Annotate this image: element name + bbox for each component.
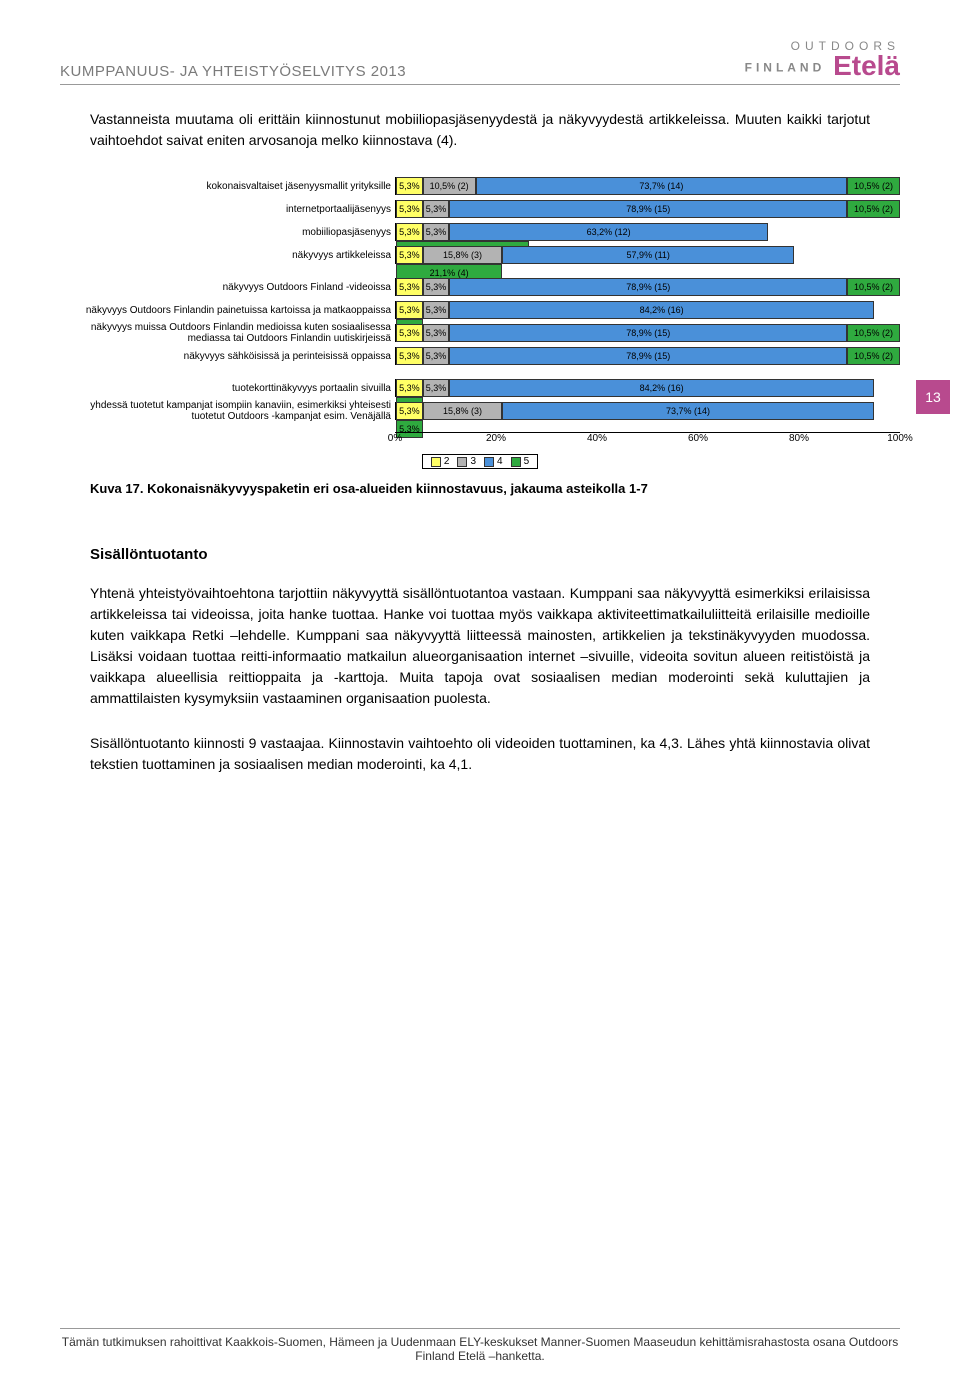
chart-row: näkyvyys muissa Outdoors Finlandin medio… [60, 322, 900, 344]
logo-brand: Etelä [833, 50, 900, 81]
chart-row: näkyvyys Outdoors Finlandin painetuissa … [60, 299, 900, 321]
bar-segment: 5,3% [423, 223, 450, 241]
chart-bar-area: 5,3%15,8% (3)73,7% (14)5,3% [395, 402, 900, 420]
bar-segment: 5,3% [396, 347, 423, 365]
chart-row-label: näkyvyys muissa Outdoors Finlandin medio… [60, 322, 395, 344]
bar-segment: 5,3% [396, 278, 423, 296]
bar-segment: 57,9% (11) [502, 246, 794, 264]
bar-segment: 78,9% (15) [449, 347, 847, 365]
stacked-bar-chart: kokonaisvaltaiset jäsenyysmallit yrityks… [60, 175, 900, 422]
bar-segment: 5,3% [396, 379, 423, 397]
section-heading: Sisällöntuotanto [90, 546, 870, 563]
legend-swatch [431, 457, 441, 467]
bar-segment: 5,3% [423, 347, 450, 365]
bar-segment: 73,7% (14) [502, 402, 873, 420]
bar-segment: 10,5% (2) [847, 324, 900, 342]
chart-row-label: näkyvyys sähköisissä ja perinteisissä op… [60, 351, 395, 362]
logo-text-mid: FINLAND [745, 61, 826, 75]
bar-segment: 10,5% (2) [847, 177, 900, 195]
bar-segment: 84,2% (16) [449, 301, 873, 319]
chart-row: tuotekorttinäkyvyys portaalin sivuilla5,… [60, 377, 900, 399]
doc-title: KUMPPANUUS- JA YHTEISTYÖSELVITYS 2013 [60, 63, 406, 80]
chart-row: internetportaalijäsenyys5,3%5,3%78,9% (1… [60, 198, 900, 220]
chart-bar-area: 5,3%15,8% (3)57,9% (11)21,1% (4) [395, 246, 900, 264]
bar-segment: 5,3% [396, 200, 423, 218]
axis-tick: 0% [388, 433, 402, 444]
chart-row-label: tuotekorttinäkyvyys portaalin sivuilla [60, 383, 395, 394]
chart-row [60, 368, 900, 376]
bar-segment: 5,3% [423, 324, 450, 342]
legend-swatch [457, 457, 467, 467]
legend-label: 2 [444, 456, 450, 467]
bar-segment: 78,9% (15) [449, 324, 847, 342]
chart-row: näkyvyys artikkeleissa5,3%15,8% (3)57,9%… [60, 244, 900, 266]
body-paragraph-1: Yhtenä yhteistyövaihtoehtona tarjottiin … [90, 583, 870, 709]
bar-segment: 5,3% [423, 278, 450, 296]
legend-item: 3 [457, 456, 476, 467]
page-header: KUMPPANUUS- JA YHTEISTYÖSELVITYS 2013 OU… [60, 40, 900, 85]
chart-row-label: mobiiliopasjäsenyys [60, 227, 395, 238]
axis-tick: 60% [688, 433, 708, 444]
body-paragraph-2: Sisällöntuotanto kiinnosti 9 vastaajaa. … [90, 733, 870, 775]
bar-segment: 15,8% (3) [423, 402, 503, 420]
bar-segment: 5,3% [396, 301, 423, 319]
chart-row: mobiiliopasjäsenyys5,3%5,3%63,2% (12)26,… [60, 221, 900, 243]
bar-segment: 15,8% (3) [423, 246, 503, 264]
intro-paragraph: Vastanneista muutama oli erittäin kiinno… [90, 109, 870, 151]
legend-label: 3 [470, 456, 476, 467]
bar-segment: 5,3% [396, 223, 423, 241]
bar-segment: 10,5% (2) [847, 200, 900, 218]
bar-segment: 10,5% (2) [847, 347, 900, 365]
page-footer: Tämän tutkimuksen rahoittivat Kaakkois-S… [60, 1328, 900, 1363]
bar-segment: 5,3% [423, 379, 450, 397]
axis-tick: 80% [789, 433, 809, 444]
chart-row-label: näkyvyys artikkeleissa [60, 250, 395, 261]
chart-legend: 2 3 4 5 [60, 452, 900, 471]
bar-segment: 5,3% [396, 177, 423, 195]
chart-row-label: internetportaalijäsenyys [60, 204, 395, 215]
chart-bar-area: 5,3%5,3%78,9% (15)10,5% (2) [395, 278, 900, 296]
chart-bar-area: 5,3%5,3%63,2% (12)26,3% (5) [395, 223, 900, 241]
chart-bar-area: 5,3%10,5% (2)73,7% (14)10,5% (2) [395, 177, 900, 195]
bar-segment: 5,3% [423, 301, 450, 319]
bar-segment: 63,2% (12) [449, 223, 768, 241]
axis-tick: 100% [887, 433, 913, 444]
bar-segment: 5,3% [396, 324, 423, 342]
chart-row-label: näkyvyys Outdoors Finlandin painetuissa … [60, 305, 395, 316]
legend-label: 5 [524, 456, 530, 467]
chart-row: näkyvyys sähköisissä ja perinteisissä op… [60, 345, 900, 367]
bar-segment: 5,3% [396, 246, 423, 264]
legend-item: 2 [431, 456, 450, 467]
chart-bar-area: 5,3%5,3%84,2% (16)5,3% [395, 379, 900, 397]
legend-label: 4 [497, 456, 503, 467]
bar-segment: 5,3% [396, 402, 423, 420]
axis-tick: 20% [486, 433, 506, 444]
chart-row-label: näkyvyys Outdoors Finland -videoissa [60, 282, 395, 293]
bar-segment: 5,3% [423, 200, 450, 218]
axis-tick: 40% [587, 433, 607, 444]
legend-swatch [484, 457, 494, 467]
bar-segment: 73,7% (14) [476, 177, 847, 195]
bar-segment: 78,9% (15) [449, 278, 847, 296]
chart-bar-area: 5,3%5,3%78,9% (15)10,5% (2) [395, 200, 900, 218]
bar-segment: 10,5% (2) [847, 278, 900, 296]
chart-row-label: yhdessä tuotetut kampanjat isompiin kana… [60, 400, 395, 422]
legend-item: 5 [511, 456, 530, 467]
chart-row: yhdessä tuotetut kampanjat isompiin kana… [60, 400, 900, 422]
logo: OUTDOORS FINLAND Etelä [745, 40, 900, 80]
bar-segment: 10,5% (2) [423, 177, 476, 195]
legend-swatch [511, 457, 521, 467]
bar-segment: 78,9% (15) [449, 200, 847, 218]
chart-caption: Kuva 17. Kokonaisnäkyvyyspaketin eri osa… [90, 481, 870, 496]
chart-row: kokonaisvaltaiset jäsenyysmallit yrityks… [60, 175, 900, 197]
page-number-badge: 13 [916, 380, 950, 414]
chart-bar-area: 5,3%5,3%78,9% (15)10,5% (2) [395, 324, 900, 342]
chart-bar-area: 5,3%5,3%84,2% (16)5,3% [395, 301, 900, 319]
legend-item: 4 [484, 456, 503, 467]
chart-row: näkyvyys Outdoors Finland -videoissa5,3%… [60, 276, 900, 298]
chart-bar-area: 5,3%5,3%78,9% (15)10,5% (2) [395, 347, 900, 365]
bar-segment: 84,2% (16) [449, 379, 873, 397]
chart-row-label: kokonaisvaltaiset jäsenyysmallit yrityks… [60, 181, 395, 192]
chart-x-axis: 0%20%40%60%80%100% [60, 432, 900, 448]
